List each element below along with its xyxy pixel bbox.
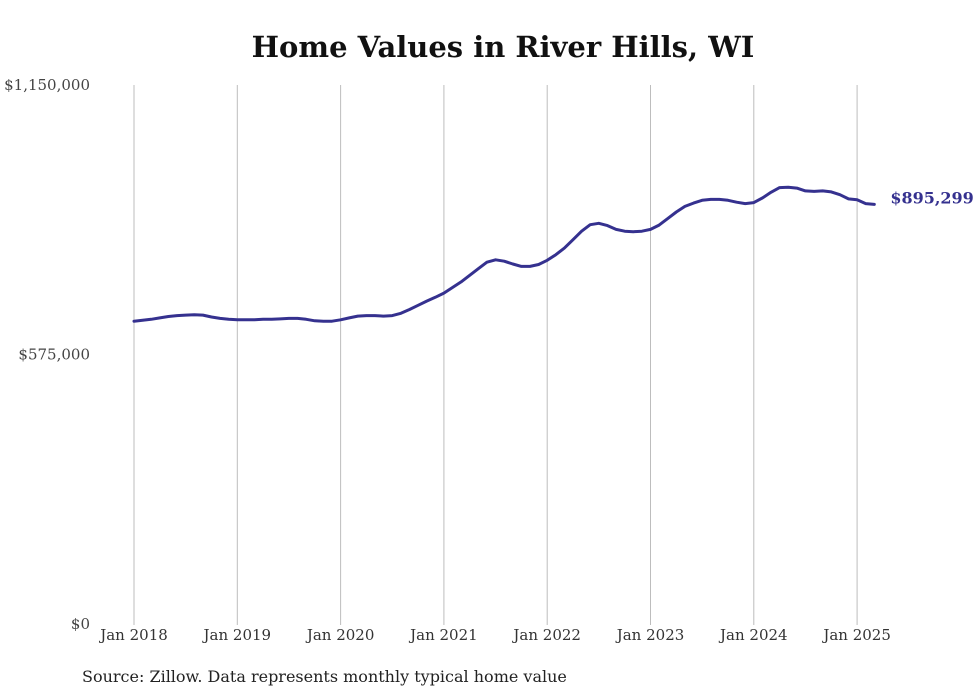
x-tick-label: Jan 2018: [98, 626, 168, 644]
x-tick-label: Jan 2023: [615, 626, 685, 644]
x-tick-label: Jan 2025: [821, 626, 891, 644]
chart-title: Home Values in River Hills, WI: [251, 30, 755, 64]
y-tick-label: $1,150,000: [4, 76, 90, 94]
x-tick-label: Jan 2022: [511, 626, 581, 644]
vertical-gridlines: [133, 85, 858, 625]
y-tick-label: $575,000: [18, 346, 90, 364]
home-value-line: [132, 185, 876, 323]
x-tick-label: Jan 2020: [305, 626, 375, 644]
y-tick-label: $0: [71, 615, 90, 633]
end-value-label: $895,299: [890, 188, 974, 207]
y-axis-tick-labels: $1,150,000 $575,000 $0: [4, 76, 90, 633]
x-tick-label: Jan 2021: [408, 626, 478, 644]
x-tick-label: Jan 2024: [718, 626, 788, 644]
source-note: Source: Zillow. Data represents monthly …: [82, 667, 567, 686]
x-tick-label: Jan 2019: [202, 626, 272, 644]
x-axis-tick-labels: Jan 2018 Jan 2019 Jan 2020 Jan 2021 Jan 2022…: [98, 626, 891, 644]
